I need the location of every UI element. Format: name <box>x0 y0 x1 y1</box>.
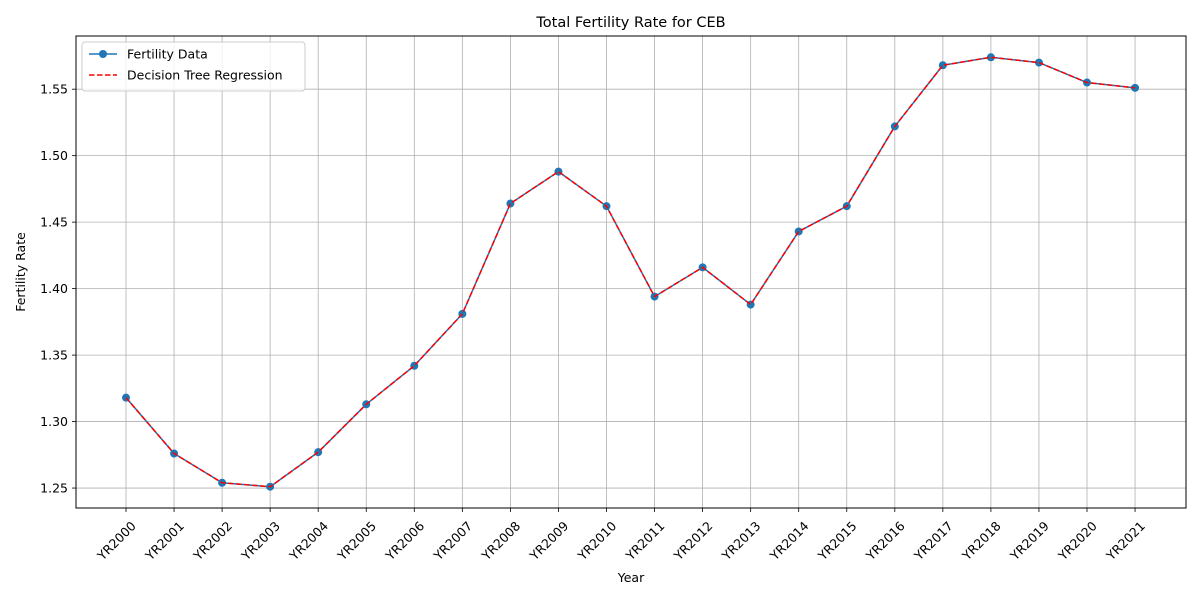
legend: Fertility Data Decision Tree Regression <box>81 41 306 92</box>
data-point-fertility <box>506 199 515 208</box>
grid <box>76 36 1186 508</box>
data-point-fertility <box>986 53 995 62</box>
chart-title: Total Fertility Rate for CEB <box>535 15 725 31</box>
y-tick-label: 1.50 <box>40 148 68 163</box>
y-tick-label: 1.45 <box>40 215 68 230</box>
series-layer <box>122 53 1140 491</box>
data-point-fertility <box>1034 58 1043 67</box>
y-tick-label: 1.55 <box>40 82 68 97</box>
y-axis-title: Fertility Rate <box>13 232 28 312</box>
y-tick-label: 1.30 <box>40 414 68 429</box>
legend-label-fertility-data: Fertility Data <box>127 47 208 62</box>
x-axis-title: Year <box>617 570 645 585</box>
legend-marker-fertility-data <box>99 50 107 58</box>
y-tick-label: 1.25 <box>40 481 68 496</box>
y-tick-label: 1.35 <box>40 348 68 363</box>
legend-label-decision-tree: Decision Tree Regression <box>127 68 283 83</box>
plot-frame <box>75 35 1187 509</box>
series-line-fertility-data <box>125 56 1136 488</box>
legend-box <box>81 41 306 92</box>
y-tick-label: 1.40 <box>40 281 68 296</box>
data-point-fertility <box>794 227 803 236</box>
